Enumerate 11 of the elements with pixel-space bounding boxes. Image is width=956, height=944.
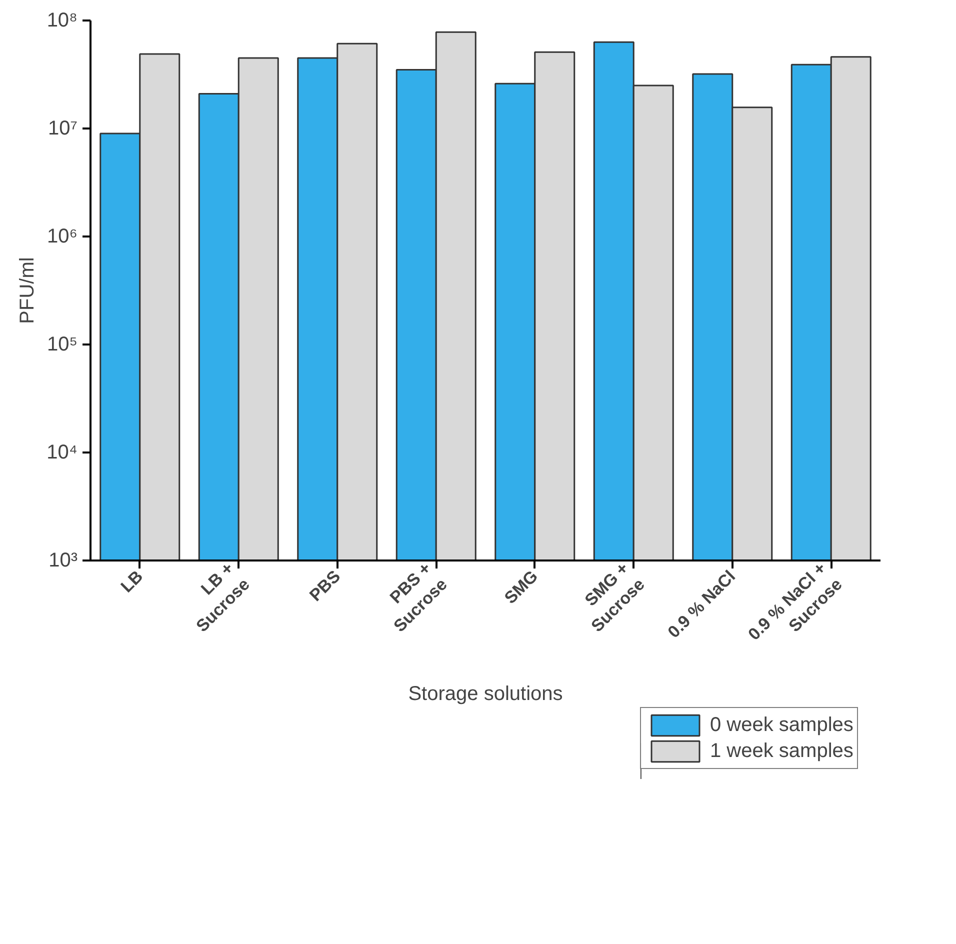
y-tick-label: 10⁸ — [46, 10, 78, 32]
y-tick-label: 10⁷ — [48, 118, 78, 140]
legend-label: 1 week samples — [710, 740, 854, 762]
y-tick-label: 10³ — [48, 550, 78, 572]
legend-label: 0 week samples — [710, 714, 854, 736]
y-tick-label: 10⁶ — [47, 226, 78, 248]
y-axis-title: PFU/ml — [16, 257, 39, 324]
x-axis-title: Storage solutions — [408, 682, 563, 705]
y-tick-label: 10⁵ — [46, 334, 78, 356]
y-tick-label: 10⁴ — [46, 442, 78, 464]
x-tick-label: LB — [117, 566, 147, 596]
